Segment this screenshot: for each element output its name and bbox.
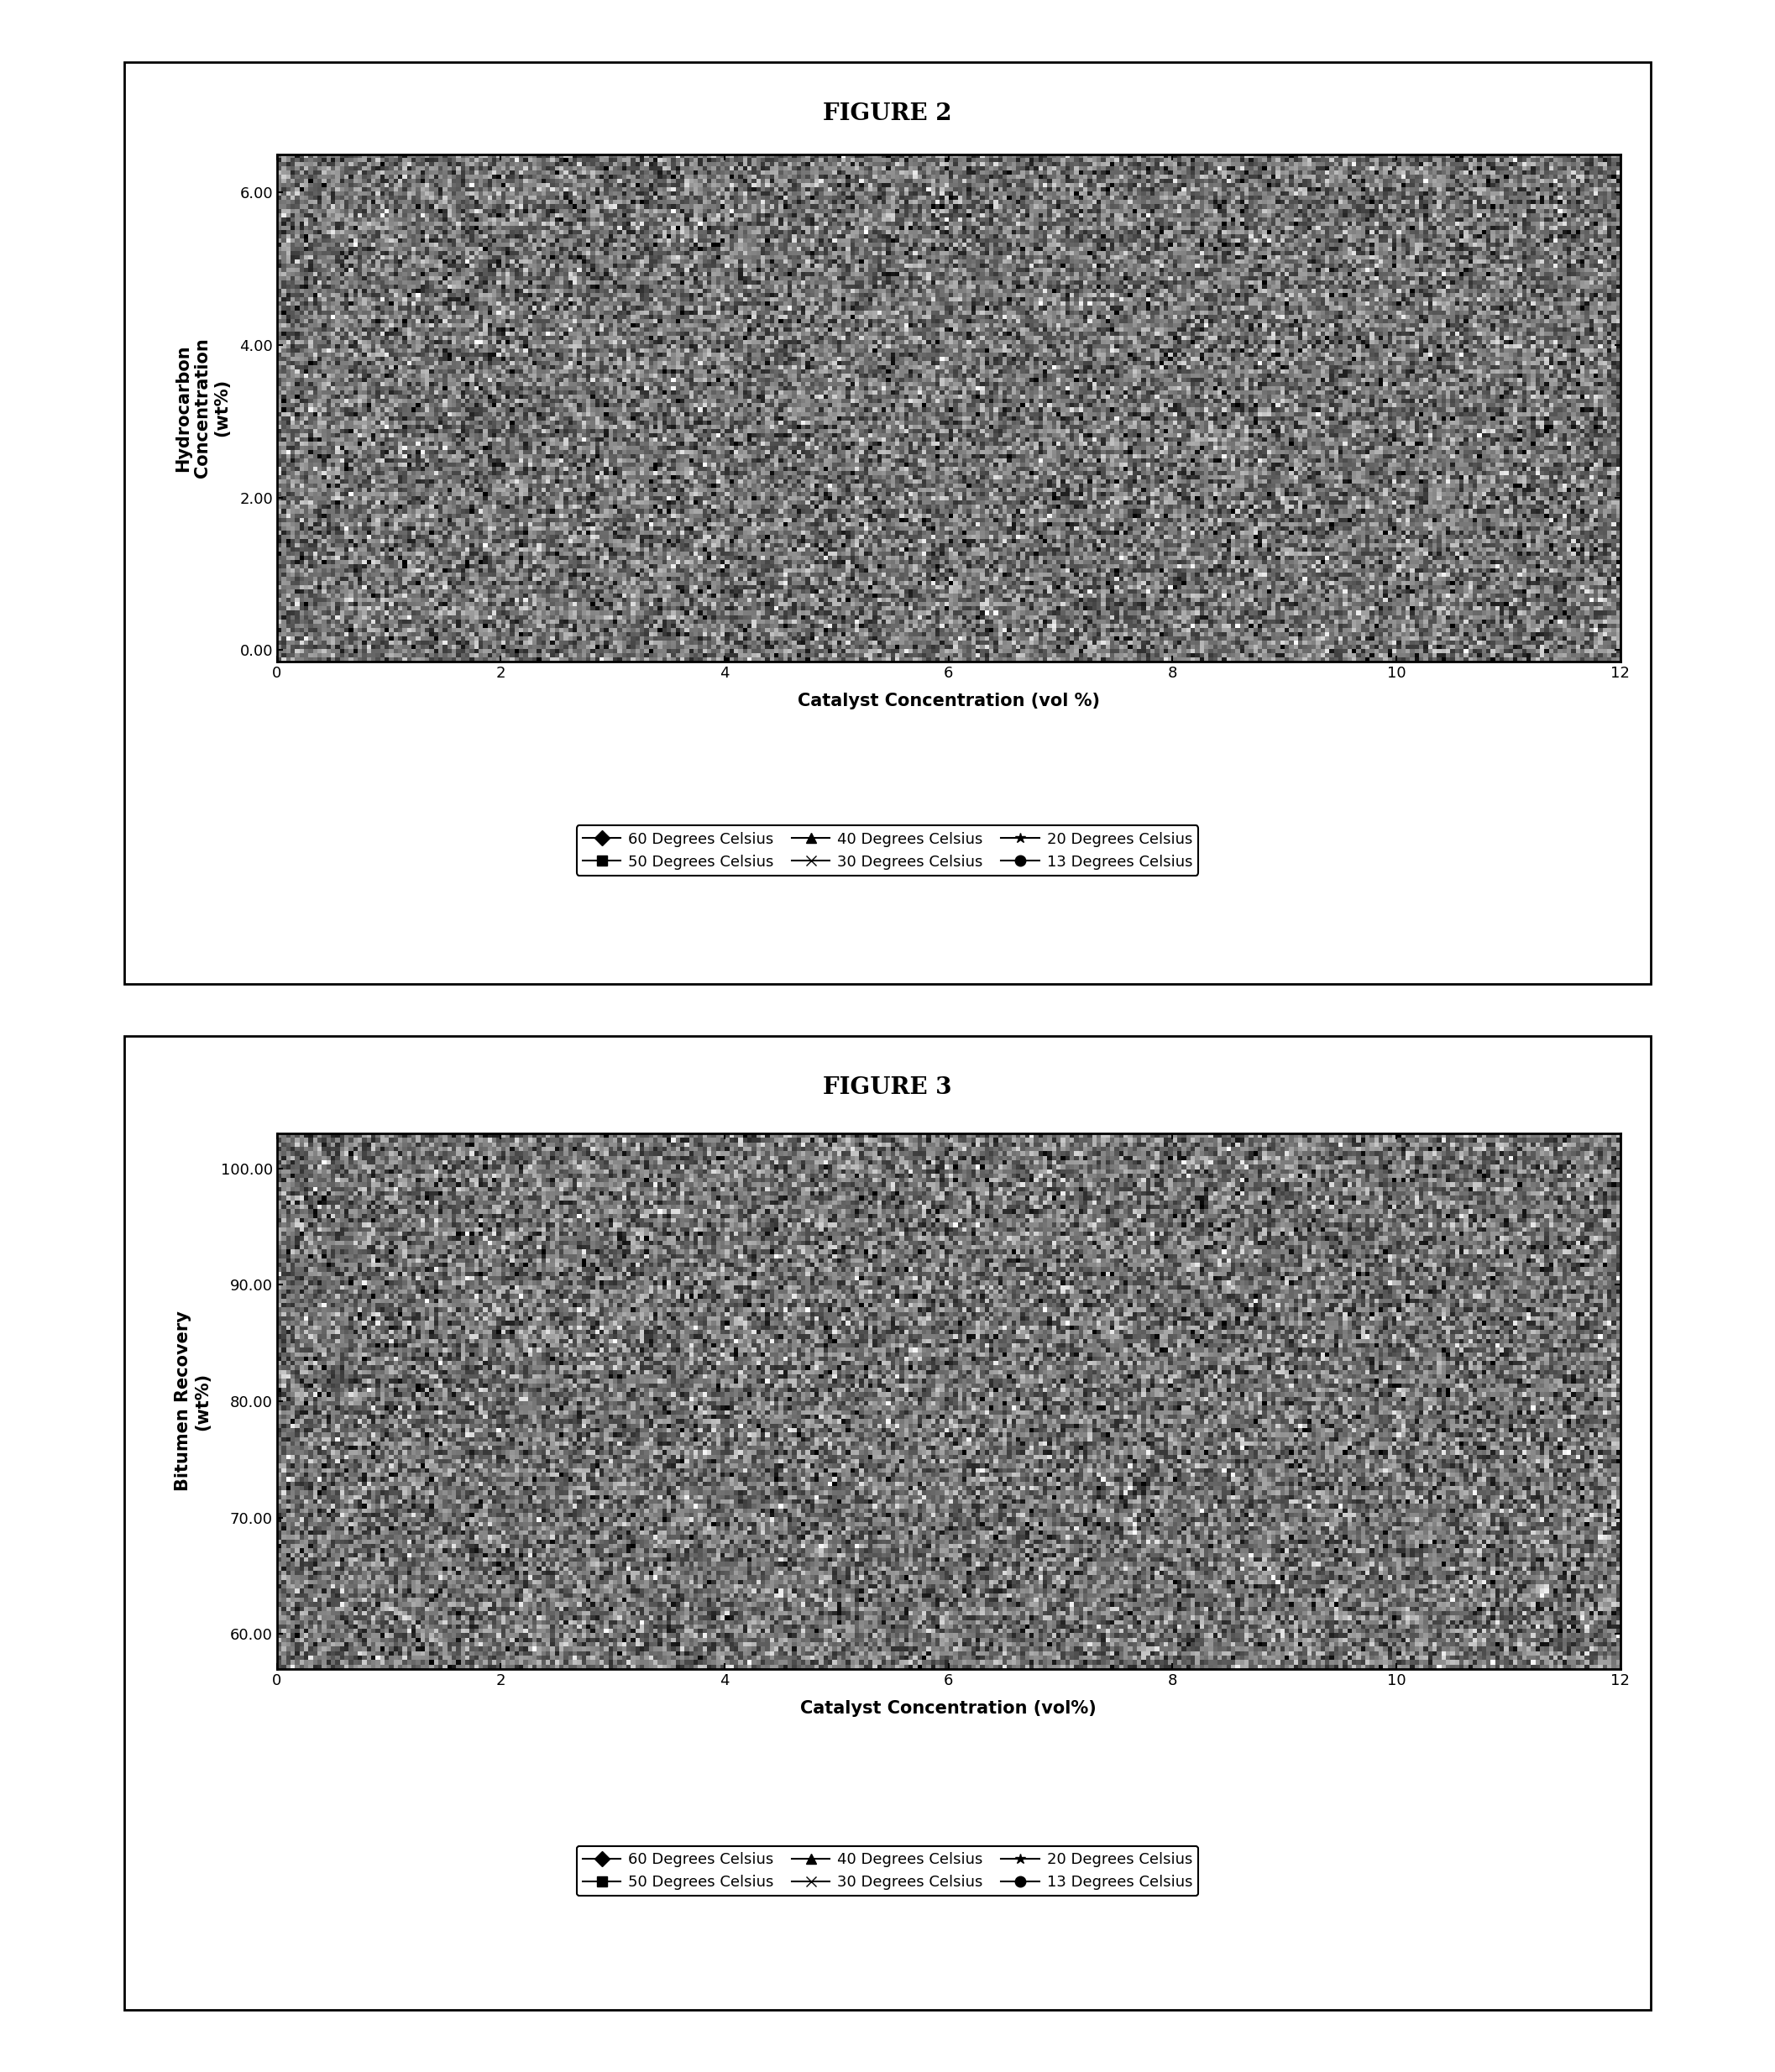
X-axis label: Catalyst Concentration (vol%): Catalyst Concentration (vol%) — [801, 1699, 1097, 1716]
Y-axis label: Hydrocarbon
Concentration
(wt%): Hydrocarbon Concentration (wt%) — [174, 338, 231, 479]
Y-axis label: Bitumen Recovery
(wt%): Bitumen Recovery (wt%) — [176, 1312, 211, 1492]
X-axis label: Catalyst Concentration (vol %): Catalyst Concentration (vol %) — [797, 692, 1100, 709]
Text: FIGURE 2: FIGURE 2 — [824, 104, 951, 124]
Legend: 60 Degrees Celsius, 50 Degrees Celsius, 40 Degrees Celsius, 30 Degrees Celsius, : 60 Degrees Celsius, 50 Degrees Celsius, … — [577, 825, 1198, 876]
Legend: 60 Degrees Celsius, 50 Degrees Celsius, 40 Degrees Celsius, 30 Degrees Celsius, : 60 Degrees Celsius, 50 Degrees Celsius, … — [577, 1846, 1198, 1896]
Text: FIGURE 3: FIGURE 3 — [824, 1077, 951, 1098]
